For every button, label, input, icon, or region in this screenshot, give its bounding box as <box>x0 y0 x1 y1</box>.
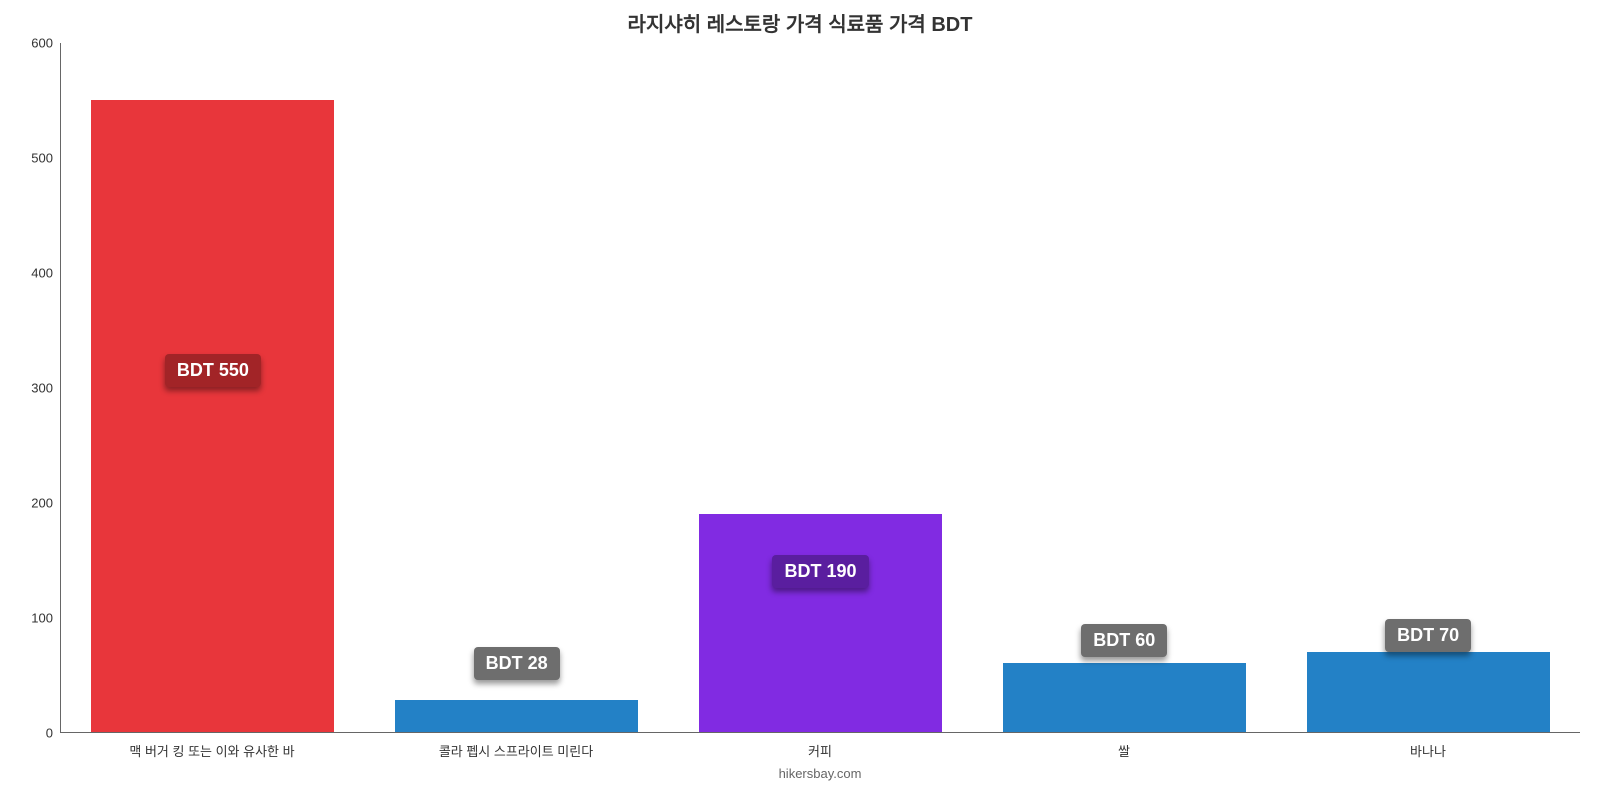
y-axis-tick: 400 <box>13 266 53 281</box>
y-axis-tick: 200 <box>13 496 53 511</box>
source-note: hikersbay.com <box>60 766 1580 781</box>
value-badge: BDT 550 <box>165 354 261 387</box>
y-axis-tick: 0 <box>13 726 53 741</box>
value-badge: BDT 70 <box>1385 619 1471 652</box>
bar-slot: BDT 70 <box>1276 43 1580 732</box>
bar <box>395 700 638 732</box>
bars-row: BDT 550 BDT 28 BDT 190 BDT 60 BDT 70 <box>61 43 1580 732</box>
chart-title: 라지샤히 레스토랑 가격 식료품 가격 BDT <box>0 0 1600 43</box>
y-axis-tick: 600 <box>13 36 53 51</box>
x-axis-label: 커피 <box>668 741 972 760</box>
x-axis-label: 맥 버거 킹 또는 이와 유사한 바 <box>60 741 364 760</box>
bar-slot: BDT 550 <box>61 43 365 732</box>
x-axis-label: 콜라 펩시 스프라이트 미린다 <box>364 741 668 760</box>
value-badge: BDT 60 <box>1081 624 1167 657</box>
bar <box>699 514 942 733</box>
y-axis-tick: 500 <box>13 151 53 166</box>
value-badge: BDT 28 <box>474 647 560 680</box>
bar-slot: BDT 60 <box>972 43 1276 732</box>
y-axis-tick: 100 <box>13 611 53 626</box>
plot-wrapper: BDT 550BDT 28BDT 190BDT 60BDT 70 0100200… <box>60 43 1580 781</box>
bar <box>91 100 334 733</box>
value-badge: BDT 190 <box>772 555 868 588</box>
x-axis-label: 바나나 <box>1276 741 1580 760</box>
bar-slot: BDT 190 <box>669 43 973 732</box>
x-axis-labels: 맥 버거 킹 또는 이와 유사한 바콜라 펩시 스프라이트 미린다커피쌀바나나 <box>60 741 1580 760</box>
bar <box>1003 663 1246 732</box>
y-axis-tick: 300 <box>13 381 53 396</box>
plot-area: BDT 550BDT 28BDT 190BDT 60BDT 70 0100200… <box>60 43 1580 733</box>
x-axis-label: 쌀 <box>972 741 1276 760</box>
chart-container: 라지샤히 레스토랑 가격 식료품 가격 BDT BDT 550BDT 28BDT… <box>0 0 1600 800</box>
bar-slot: BDT 28 <box>365 43 669 732</box>
bar <box>1307 652 1550 733</box>
